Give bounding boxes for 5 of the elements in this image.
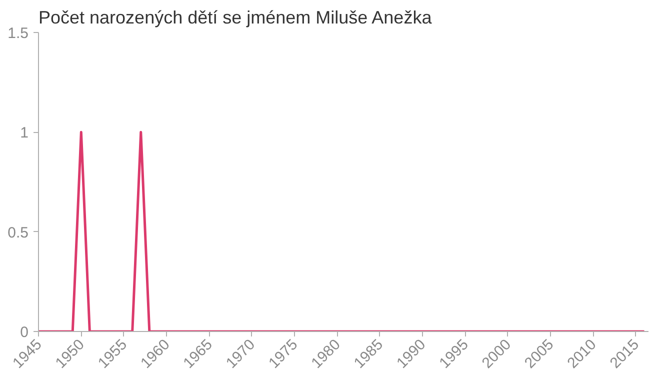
- y-tick-label: 0.5: [8, 224, 29, 242]
- chart-title: Počet narozených dětí se jménem Miluše Anežka: [38, 8, 433, 28]
- y-tick-label: 1: [20, 124, 28, 142]
- y-tick-label: 1.5: [8, 25, 29, 42]
- y-tick-label: 0: [20, 324, 28, 341]
